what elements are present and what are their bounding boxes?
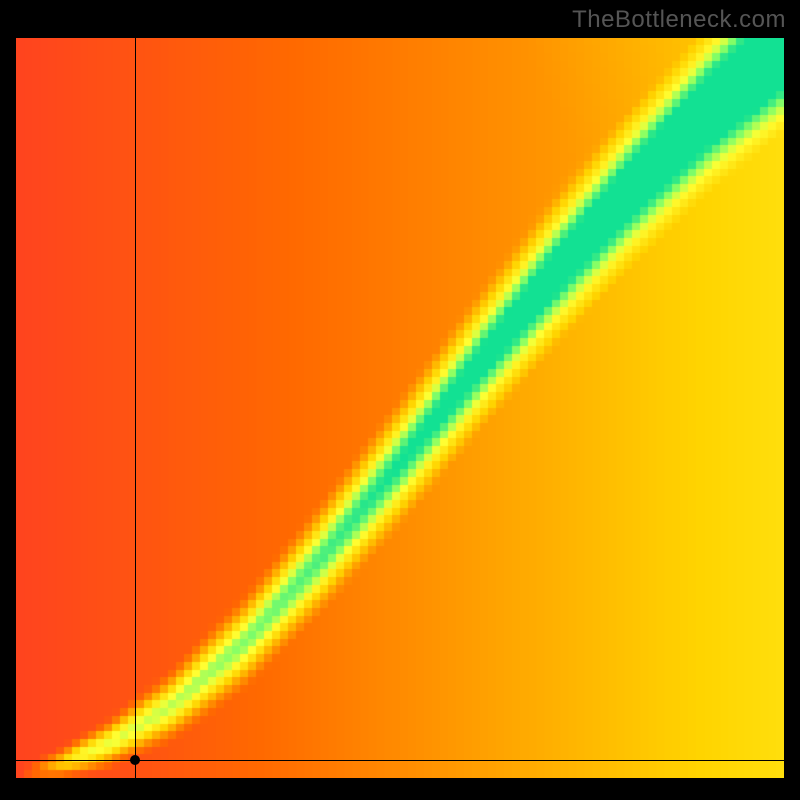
watermark-text: TheBottleneck.com bbox=[572, 6, 786, 34]
plot-area bbox=[16, 38, 784, 778]
chart-frame: TheBottleneck.com bbox=[0, 0, 800, 800]
heatmap-canvas bbox=[16, 38, 784, 778]
